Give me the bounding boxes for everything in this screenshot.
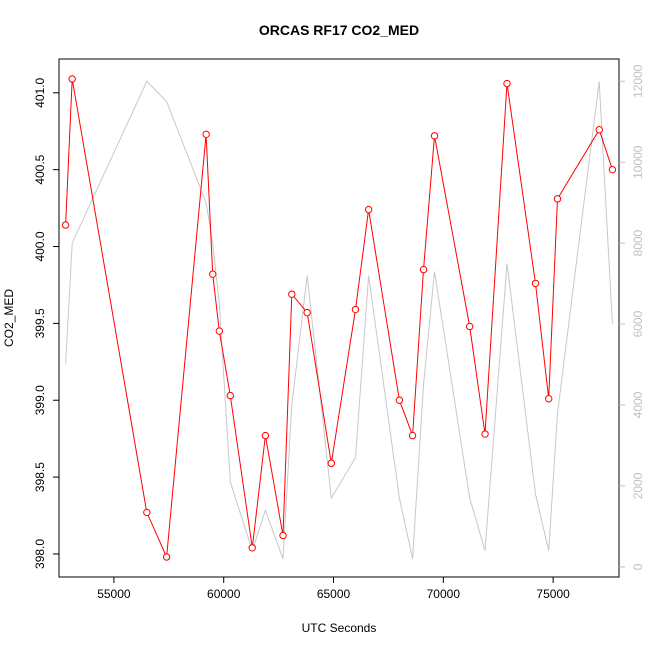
co2-data-point — [162, 553, 171, 561]
plot-frame — [58, 58, 620, 578]
x-tick-label: 60000 — [207, 587, 241, 601]
co2-data-point — [279, 531, 287, 540]
y2-tick-label: 4000 — [631, 391, 645, 418]
y2-tick-label: 2000 — [631, 472, 645, 499]
co2-data-point — [531, 279, 540, 288]
y2-tick-label: 10000 — [631, 145, 645, 179]
co2-data-point — [143, 508, 151, 517]
y-tick-label: 398.0 — [33, 539, 47, 569]
series-layer — [61, 75, 617, 561]
x-tick-label: 55000 — [97, 587, 131, 601]
co2-data-point — [553, 195, 562, 203]
x-tick-label: 65000 — [317, 587, 351, 601]
co2-series-line — [65, 78, 613, 559]
co2-data-point — [248, 544, 256, 552]
y-tick-label: 398.5 — [33, 462, 47, 492]
y-tick-label: 399.0 — [33, 385, 47, 415]
x-axis: 55000 60000 65000 70000 75000 — [97, 577, 570, 601]
co2-data-point — [481, 430, 489, 438]
secondary-y-axis: 0 2000 4000 6000 8000 10000 12000 — [619, 64, 645, 570]
y-tick-label: 399.5 — [33, 308, 47, 338]
y-tick-label: 401.0 — [33, 77, 47, 107]
co2-data-point — [261, 431, 270, 440]
co2-data-point — [226, 391, 234, 400]
co2-data-point — [202, 130, 210, 139]
secondary-series-line — [65, 80, 613, 559]
y2-tick-label: 0 — [631, 563, 645, 570]
y2-tick-label: 12000 — [631, 64, 645, 98]
chart-title: ORCAS RF17 CO2_MED — [259, 22, 419, 38]
co2-data-point — [465, 322, 474, 331]
co2-data-point — [419, 265, 428, 274]
co2-data-point — [209, 270, 217, 278]
co2-data-point — [503, 79, 511, 88]
co2-data-point — [395, 396, 404, 404]
y2-tick-label: 8000 — [631, 229, 645, 256]
x-tick-label: 70000 — [427, 587, 461, 601]
co2-data-point — [61, 221, 70, 229]
x-tick-label: 75000 — [536, 587, 570, 601]
co2-data-point — [215, 327, 224, 335]
co2-data-point — [430, 132, 439, 140]
y-tick-label: 400.0 — [33, 231, 47, 261]
co2-data-point — [608, 165, 617, 174]
y2-tick-label: 6000 — [631, 310, 645, 337]
x-axis-label: UTC Seconds — [302, 621, 377, 635]
co2-data-point — [408, 431, 417, 440]
co2-data-point — [364, 205, 373, 214]
co2-data-point — [595, 126, 603, 134]
y-axis: 398.0 398.5 399.0 399.5 400.0 400.5 401.0 — [33, 77, 59, 569]
co2-data-point — [327, 459, 336, 467]
co2-data-point — [351, 305, 360, 314]
y-axis-label: CO2_MED — [2, 289, 16, 347]
y-tick-label: 400.5 — [33, 154, 47, 184]
co2-data-point — [545, 394, 553, 403]
co2-data-point — [288, 290, 296, 298]
co2-data-point — [68, 75, 76, 83]
co2-data-point — [303, 308, 311, 317]
